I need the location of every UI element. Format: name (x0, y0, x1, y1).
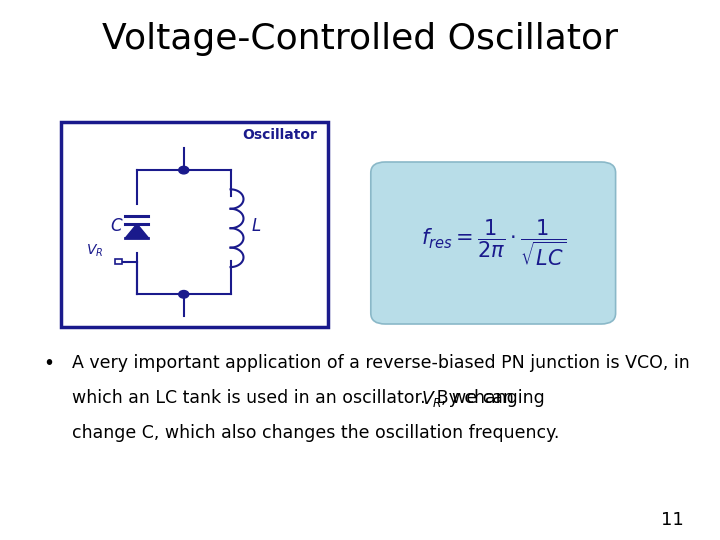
Text: change C, which also changes the oscillation frequency.: change C, which also changes the oscilla… (72, 424, 559, 442)
Bar (115, 259, 122, 264)
Text: Voltage-Controlled Oscillator: Voltage-Controlled Oscillator (102, 22, 618, 56)
FancyBboxPatch shape (371, 162, 616, 324)
Circle shape (179, 291, 189, 298)
Text: Oscillator: Oscillator (242, 128, 317, 142)
Text: •: • (43, 354, 54, 373)
Text: which an LC tank is used in an oscillator.  By changing: which an LC tank is used in an oscillato… (72, 389, 550, 407)
Text: $V_R$: $V_R$ (420, 389, 442, 409)
Text: 11: 11 (661, 511, 684, 529)
Text: , we can: , we can (441, 389, 513, 407)
Bar (61, 122, 328, 327)
Circle shape (179, 166, 189, 174)
Text: $\mathit{L}$: $\mathit{L}$ (251, 217, 261, 234)
Text: $f_{res} = \dfrac{1}{2\pi} \cdot \dfrac{1}{\sqrt{LC}}$: $f_{res} = \dfrac{1}{2\pi} \cdot \dfrac{… (420, 218, 566, 268)
Text: $V_R$: $V_R$ (86, 243, 104, 259)
Text: $\mathit{C}$: $\mathit{C}$ (110, 217, 124, 234)
Polygon shape (125, 224, 148, 238)
Text: A very important application of a reverse-biased PN junction is VCO, in: A very important application of a revers… (72, 354, 690, 372)
